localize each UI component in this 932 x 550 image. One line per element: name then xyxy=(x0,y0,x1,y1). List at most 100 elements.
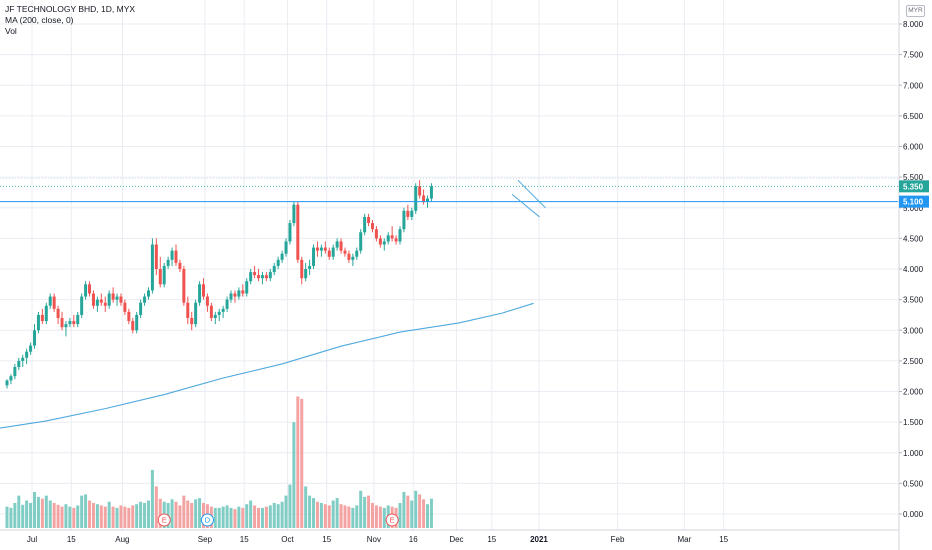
price-tick-label: 4.500 xyxy=(903,234,924,243)
event-marker-label: E xyxy=(162,516,167,525)
volume-bar xyxy=(280,501,284,528)
volume-bar xyxy=(257,507,261,528)
volume-bar xyxy=(150,469,154,528)
candle-body xyxy=(276,259,280,266)
volume-bar xyxy=(363,496,367,528)
candle-body xyxy=(347,253,351,260)
candle-body xyxy=(315,247,319,251)
candle-body xyxy=(209,305,213,318)
candle-body xyxy=(103,302,107,306)
candle-body xyxy=(40,314,44,322)
symbol-title[interactable]: JF TECHNOLOGY BHD, 1D, MYX xyxy=(5,4,136,14)
volume-bar xyxy=(343,505,347,528)
candle-body xyxy=(25,351,29,358)
price-candles xyxy=(5,180,433,389)
level-price-tag-bg xyxy=(899,195,929,208)
candle-body xyxy=(139,302,143,315)
candle-body xyxy=(205,296,209,306)
volume-bar xyxy=(264,506,268,528)
price-tick-label: 0.000 xyxy=(903,510,924,519)
volume-bar xyxy=(143,502,147,528)
candle-body xyxy=(36,314,40,331)
candle-body xyxy=(312,247,316,266)
volume-bar xyxy=(304,486,308,528)
volume-bar xyxy=(48,500,52,528)
volume-bar xyxy=(410,500,414,528)
level-price-tag: 5.100 xyxy=(903,198,924,207)
price-tick-label: 7.500 xyxy=(903,51,924,60)
volume-bar xyxy=(296,396,300,528)
volume-bar xyxy=(402,491,406,528)
volume-bar xyxy=(268,505,272,528)
volume-bar xyxy=(135,504,139,528)
candle-body xyxy=(111,293,115,300)
candle-body xyxy=(5,380,9,386)
volume-bar xyxy=(68,506,72,528)
volume-bar xyxy=(21,504,25,528)
volume-bar xyxy=(229,507,233,528)
price-axis[interactable]: 8.000 7.500 7.000 6.500 6.000 5.500 5.000 4.500… xyxy=(898,0,929,550)
ma-indicator-label[interactable]: MA (200, close, 0) xyxy=(5,15,74,25)
candle-body xyxy=(268,272,272,279)
candle-body xyxy=(292,204,296,224)
candle-body xyxy=(429,186,433,199)
price-tick-label: 1.500 xyxy=(903,418,924,427)
volume-bar xyxy=(327,505,331,528)
volume-bar xyxy=(319,502,323,528)
candle-body xyxy=(394,238,398,242)
price-tick-label: 8.000 xyxy=(903,20,924,29)
candle-body xyxy=(370,223,374,230)
candle-body xyxy=(418,186,422,196)
candle-body xyxy=(52,296,56,309)
candle-body xyxy=(221,308,225,312)
candle-body xyxy=(68,321,72,325)
price-tick-label: 0.500 xyxy=(903,479,924,488)
volume-bar xyxy=(225,505,229,528)
candle-body xyxy=(150,244,154,291)
candle-body xyxy=(414,186,418,211)
volume-indicator-label[interactable]: Vol xyxy=(5,26,17,36)
volume-bar xyxy=(221,506,225,528)
volume-bar xyxy=(170,499,174,528)
candle-body xyxy=(143,296,147,303)
event-marker-circle xyxy=(385,513,399,527)
ma-line xyxy=(0,302,534,429)
time-tick-label: 2021 xyxy=(530,535,548,544)
volume-bar xyxy=(154,486,158,528)
volume-bar xyxy=(29,502,33,528)
volume-bar xyxy=(378,506,382,528)
currency-badge: MYR xyxy=(906,5,925,17)
volume-bar xyxy=(103,506,107,528)
candle-body xyxy=(304,269,308,279)
trendlines xyxy=(511,179,546,218)
volume-bar xyxy=(288,484,292,528)
price-tick-label: 6.500 xyxy=(903,112,924,121)
candle-body xyxy=(115,296,119,300)
volume-bar xyxy=(13,502,17,528)
volume-bar xyxy=(17,495,21,528)
volume-bar xyxy=(323,504,327,528)
candle-body xyxy=(217,311,221,315)
volume-bar xyxy=(418,494,422,528)
candle-body xyxy=(107,293,111,306)
volume-bar xyxy=(80,495,84,528)
candle-body xyxy=(84,284,88,297)
volume-bar xyxy=(292,422,296,528)
candle-body xyxy=(17,360,21,367)
volume-bar xyxy=(370,502,374,528)
candle-body xyxy=(300,259,304,279)
candle-body xyxy=(335,241,339,248)
price-tick-label: 5.000 xyxy=(903,204,924,213)
time-tick-label: Feb xyxy=(611,535,625,544)
time-axis[interactable]: Jul 15 Aug Sep 15 Oct 15 Nov 16 Dec 15 2021 Feb Mar 15 xyxy=(0,529,899,544)
candle-body xyxy=(146,290,150,297)
candle-body xyxy=(339,241,343,251)
time-tick-label: Nov xyxy=(367,535,381,544)
candle-body xyxy=(260,275,264,279)
candle-body xyxy=(323,247,327,251)
volume-bar xyxy=(339,504,343,528)
volume-bar xyxy=(335,498,339,528)
candle-body xyxy=(29,345,33,352)
